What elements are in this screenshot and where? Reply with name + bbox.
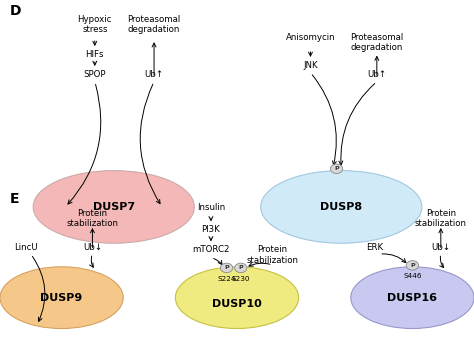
Text: Ub↓: Ub↓ — [83, 243, 102, 252]
Text: D: D — [9, 4, 21, 18]
Text: DUSP16: DUSP16 — [387, 293, 438, 303]
Text: P: P — [410, 263, 415, 268]
Circle shape — [220, 263, 233, 273]
Text: Insulin: Insulin — [197, 203, 225, 212]
Ellipse shape — [33, 171, 194, 243]
Text: ERK: ERK — [366, 243, 383, 252]
Ellipse shape — [261, 171, 422, 243]
Text: P: P — [238, 265, 243, 270]
Text: P: P — [334, 166, 339, 171]
Text: DUSP10: DUSP10 — [212, 299, 262, 309]
Text: E: E — [9, 192, 19, 207]
Text: Hypoxic
stress: Hypoxic stress — [78, 15, 112, 34]
Ellipse shape — [175, 267, 299, 329]
Text: DUSP7: DUSP7 — [93, 202, 135, 212]
Circle shape — [406, 261, 419, 270]
Text: JNK: JNK — [303, 61, 318, 70]
Text: DUSP9: DUSP9 — [40, 293, 83, 303]
Text: Ub↓: Ub↓ — [431, 243, 450, 252]
Text: Ub↑: Ub↑ — [145, 70, 164, 79]
Text: mTORC2: mTORC2 — [192, 245, 230, 254]
Text: Proteasomal
degradation: Proteasomal degradation — [350, 33, 403, 52]
Text: S446: S446 — [403, 273, 422, 280]
Text: Protein
stabilization: Protein stabilization — [66, 209, 118, 228]
Text: Protein
stabilization: Protein stabilization — [246, 245, 299, 265]
Text: DUSP8: DUSP8 — [320, 202, 362, 212]
Circle shape — [330, 164, 343, 174]
Text: Protein
stabilization: Protein stabilization — [415, 209, 467, 228]
Text: LincU: LincU — [14, 243, 38, 252]
Text: Anisomycin: Anisomycin — [286, 33, 335, 42]
Text: S230: S230 — [231, 276, 250, 282]
Text: HIFs: HIFs — [85, 50, 104, 59]
Ellipse shape — [0, 267, 123, 329]
Text: Ub↑: Ub↑ — [367, 70, 386, 79]
Circle shape — [235, 263, 247, 273]
Text: P: P — [224, 265, 229, 270]
Text: Proteasomal
degradation: Proteasomal degradation — [128, 15, 181, 34]
Text: S224: S224 — [217, 276, 236, 282]
Ellipse shape — [351, 267, 474, 329]
Text: PI3K: PI3K — [201, 225, 220, 234]
Text: SPOP: SPOP — [83, 70, 106, 79]
